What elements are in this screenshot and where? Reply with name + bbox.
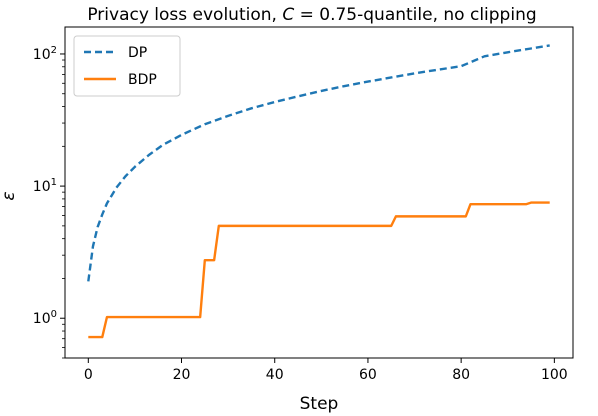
x-tick-label: 20 <box>173 367 191 383</box>
chart-title-variable: C <box>282 5 294 25</box>
chart-title: Privacy loss evolution, C = 0.75-quantil… <box>87 5 536 25</box>
x-axis-label: Step <box>300 394 339 414</box>
x-axis: 0 20 40 60 80 100 <box>84 358 568 383</box>
plot-area <box>87 44 550 339</box>
y-axis: 100 101 102 <box>33 45 65 359</box>
chart-title-suffix: = 0.75-quantile, no clipping <box>294 5 536 25</box>
legend-label-dp: DP <box>128 45 147 61</box>
x-tick-label: 40 <box>266 367 284 383</box>
series-line-dp <box>87 44 550 282</box>
y-axis-label: ε <box>0 191 19 200</box>
x-tick-label: 100 <box>541 367 568 383</box>
x-tick-label: 80 <box>452 367 470 383</box>
legend: DP BDP <box>73 35 181 97</box>
x-tick-label: 0 <box>84 367 93 383</box>
series-line-bdp <box>88 201 550 339</box>
legend-box <box>73 35 181 97</box>
y-tick-label: 100 <box>33 309 57 327</box>
legend-label-bdp: BDP <box>128 72 157 88</box>
y-tick-label: 101 <box>33 177 57 195</box>
x-tick-label: 60 <box>359 367 377 383</box>
chart-title-prefix: Privacy loss evolution, <box>87 5 282 25</box>
y-tick-label: 102 <box>33 45 57 63</box>
